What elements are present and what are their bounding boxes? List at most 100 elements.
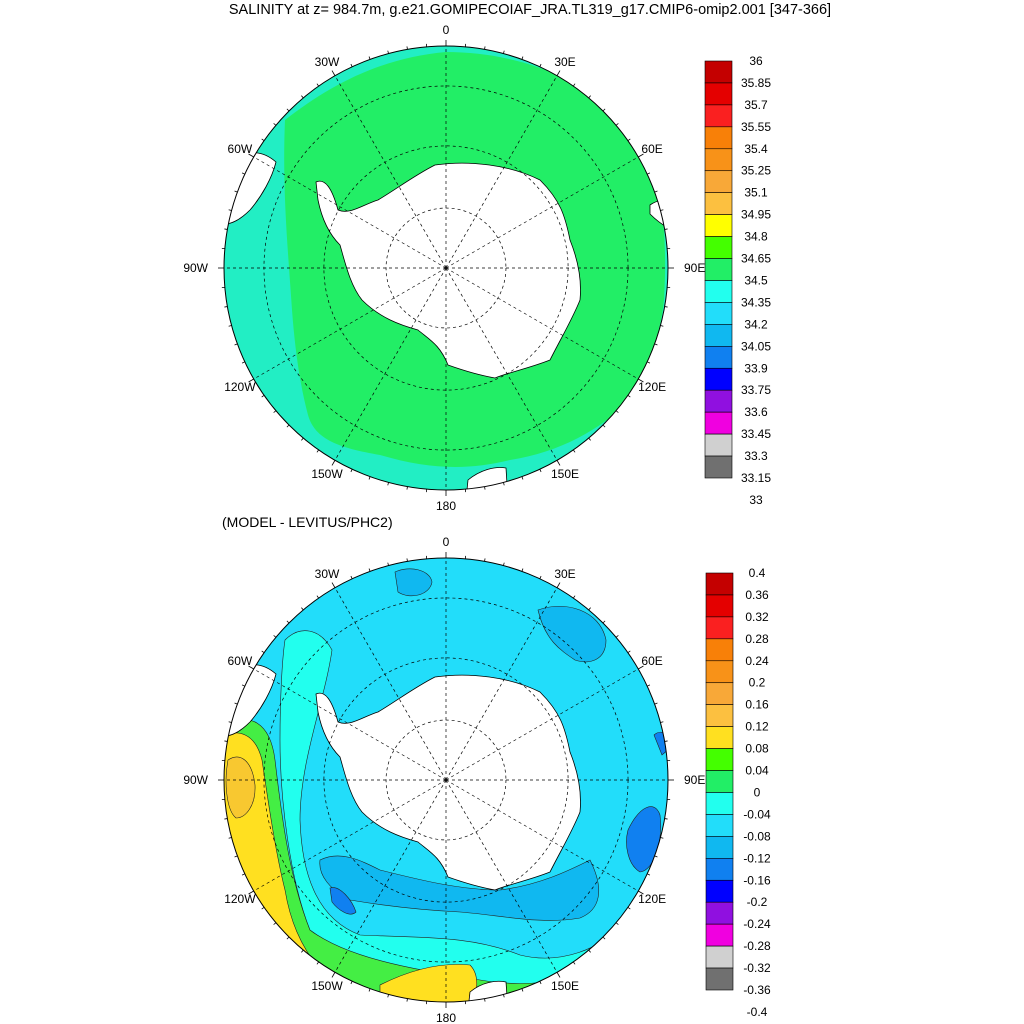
colorbar-label: 33: [749, 493, 763, 507]
colorbar-swatch: [704, 104, 733, 128]
colorbar-label: 34.35: [741, 295, 771, 309]
longitude-label: 150E: [551, 979, 579, 993]
tick-mark: [573, 961, 576, 965]
longitude-label: 0: [443, 535, 450, 549]
longitude-label: 90W: [183, 773, 208, 787]
colorbar-label: -0.36: [743, 983, 771, 997]
tick-mark: [406, 486, 408, 490]
colorbar-swatch: [705, 879, 734, 903]
colorbar-swatch: [704, 192, 733, 215]
colorbar-swatch: [705, 704, 734, 727]
tick-mark: [484, 558, 486, 562]
difference-negative-patch-north: [394, 568, 433, 597]
longitude-label: 120E: [638, 892, 666, 906]
tick-mark: [539, 469, 542, 473]
tick-mark: [350, 63, 353, 67]
colorbar-label: 33.6: [744, 405, 768, 419]
difference-map: 0 30E 60E 90E 120E 150E 180 150W 120W 90W 60W 30W: [183, 535, 705, 1024]
colorbar-label: 0.08: [745, 742, 769, 756]
tick-mark: [331, 972, 336, 978]
meridian-line: [253, 668, 447, 781]
tick-mark: [261, 907, 265, 910]
meridian-line: [445, 75, 558, 269]
longitude-label: 180: [436, 499, 456, 513]
colorbar-swatch: [704, 126, 733, 150]
new-zealand-edge-land-diff: [467, 980, 509, 1002]
meridian-line: [445, 267, 558, 461]
tick-mark: [273, 123, 277, 126]
salinity-longitude-labels: 0 30E 60E 90E 120E 150E 180 150W 120W 90W 60W 30W: [183, 23, 705, 513]
tick-mark: [602, 424, 606, 428]
tick-mark: [573, 595, 576, 599]
tick-mark: [664, 306, 668, 308]
colorbar-label: 0.2: [749, 676, 766, 690]
tick-mark: [234, 343, 238, 346]
meridian-line: [253, 156, 447, 269]
tick-mark: [503, 482, 505, 486]
colorbar-label: 36: [749, 54, 763, 68]
tick-mark: [350, 981, 353, 985]
colorbar-swatch: [705, 967, 734, 991]
colorbar-swatch: [705, 682, 734, 705]
longitude-label: 120W: [224, 380, 256, 394]
colorbar-label: -0.04: [743, 807, 771, 821]
tick-mark: [301, 607, 304, 611]
longitude-label: 30W: [315, 55, 340, 69]
colorbar-label: 0.36: [745, 588, 769, 602]
tick-mark: [539, 63, 542, 67]
tick-mark: [301, 949, 304, 953]
meridian-line: [445, 668, 639, 781]
tick-mark: [484, 46, 486, 50]
tick-mark: [588, 437, 591, 441]
tick-mark: [241, 684, 245, 687]
tick-mark: [521, 568, 524, 572]
colorbar-swatch: [705, 748, 734, 771]
colorbar-label: 0.16: [745, 698, 769, 712]
tick-mark: [660, 721, 664, 723]
tick-mark: [638, 378, 644, 383]
tick-mark: [484, 486, 486, 490]
colorbar-swatch: [705, 901, 734, 925]
tick-mark: [660, 325, 664, 327]
tick-mark: [316, 449, 319, 453]
tick-mark: [588, 607, 591, 611]
colorbar-swatch: [705, 770, 734, 793]
colorbar-swatch: [705, 572, 734, 596]
difference-negative-patch-east: [537, 606, 607, 663]
tick-mark: [241, 873, 245, 876]
meridian-line: [445, 779, 558, 973]
tick-mark: [627, 650, 631, 653]
tick-mark: [664, 740, 668, 742]
tick-mark: [228, 837, 232, 839]
meridian-line: [334, 75, 447, 269]
tick-mark: [503, 994, 505, 998]
colorbar-label: 35.25: [741, 164, 771, 178]
colorbar-swatch: [705, 792, 734, 815]
tick-mark: [602, 936, 606, 940]
tick-mark: [241, 172, 245, 175]
tick-mark: [647, 361, 651, 364]
tick-mark: [406, 46, 408, 50]
meridian-line: [253, 267, 447, 380]
tick-mark: [228, 209, 232, 211]
colorbar-label: 33.3: [744, 449, 768, 463]
colorbar-swatch: [704, 367, 733, 391]
tick-mark: [228, 325, 232, 327]
colorbar-swatch: [705, 923, 734, 947]
colorbar-swatch: [704, 433, 733, 457]
longitude-label: 60E: [641, 654, 662, 668]
longitude-label: 150W: [311, 467, 343, 481]
tick-mark: [301, 437, 304, 441]
colorbar-label: -0.4: [747, 1005, 768, 1019]
tick-mark: [248, 378, 254, 383]
tick-mark: [615, 123, 619, 126]
tick-mark: [521, 476, 524, 480]
colorbar-label: 35.7: [744, 98, 768, 112]
colorbar-label: 35.1: [744, 186, 768, 200]
tick-mark: [556, 972, 561, 978]
tick-mark: [503, 50, 505, 54]
tick-mark: [627, 907, 631, 910]
meridian-line: [334, 267, 447, 461]
difference-longitude-labels: 0 30E 60E 90E 120E 150E 180 150W 120W 90W 60W 30W: [183, 535, 705, 1024]
colorbar-swatch: [704, 411, 733, 435]
